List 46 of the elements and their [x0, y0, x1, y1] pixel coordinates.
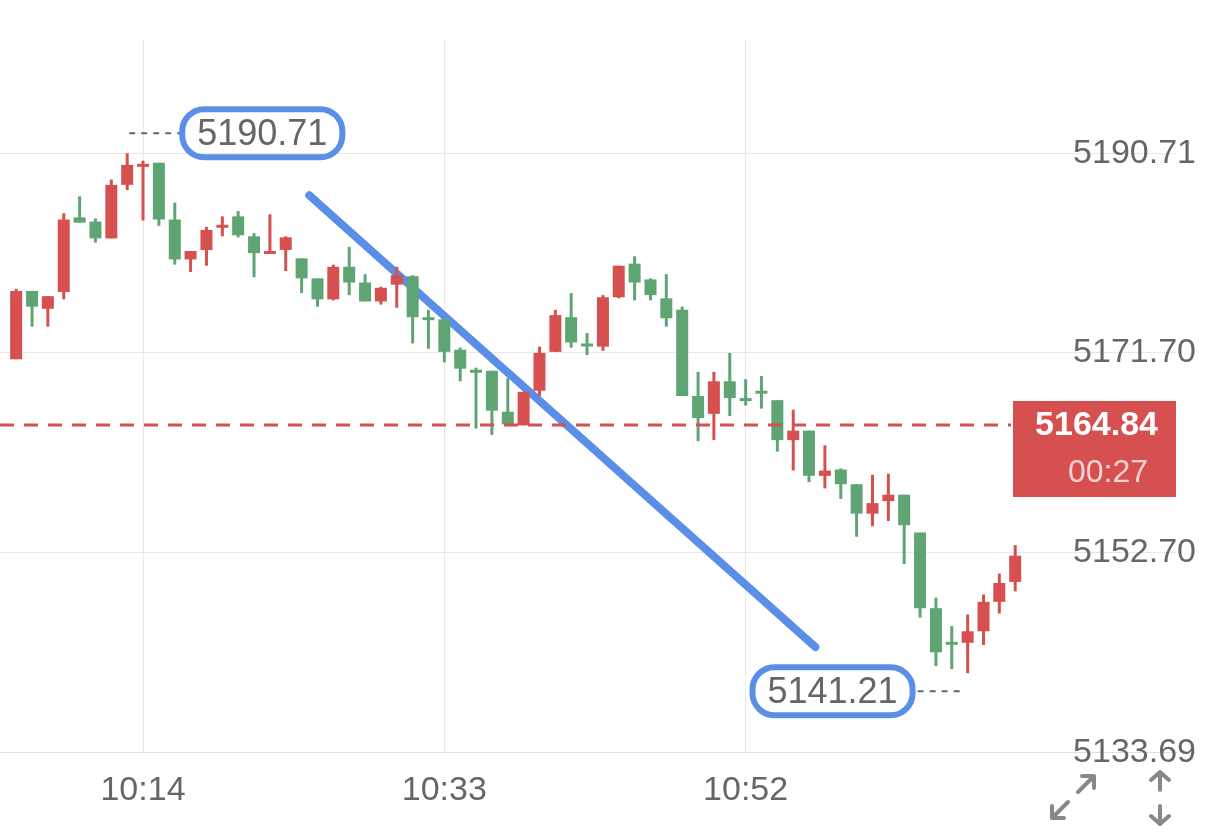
candlestick [692, 370, 705, 443]
candlestick [137, 160, 149, 221]
candlestick [470, 367, 483, 429]
candlestick [41, 296, 54, 327]
x-tick-label: 10:33 [401, 768, 487, 807]
candlestick [26, 289, 39, 327]
candlestick [581, 331, 594, 356]
candlestick [834, 468, 847, 499]
candlestick [390, 265, 403, 308]
y-tick-label: 5152.70 [1073, 530, 1196, 569]
y-tick-label: 5171.70 [1073, 331, 1196, 370]
candlestick [866, 473, 879, 528]
ref-line-label: 5164.84 [1035, 404, 1159, 443]
annotation: 00:27 [1067, 452, 1148, 489]
candlestick [660, 274, 673, 327]
candlestick [232, 211, 245, 238]
candlestick [248, 233, 261, 278]
y-tick-label: 5133.69 [1073, 730, 1196, 769]
candlestick [454, 347, 467, 382]
candlestick [359, 274, 372, 302]
candlestick [311, 278, 324, 307]
candlestick [73, 196, 86, 223]
candlestick [882, 473, 895, 521]
candlestick [200, 225, 213, 266]
candlestick [644, 278, 657, 301]
annotation: 5141.21 [767, 670, 898, 712]
candlestick [739, 379, 752, 406]
candlestick [184, 251, 197, 273]
candlestick [343, 245, 356, 297]
candlestick [628, 256, 641, 301]
candlestick [993, 573, 1006, 614]
candlestick [216, 216, 229, 237]
candlestick [279, 236, 292, 271]
candlestick [945, 626, 958, 671]
candlestick [295, 258, 308, 295]
candlestick [755, 376, 768, 409]
x-tick-label: 10:52 [703, 768, 789, 807]
candlestick [961, 614, 974, 675]
annotation: 5190.71 [197, 112, 328, 154]
candlestick [422, 308, 435, 349]
x-tick-label: 10:14 [100, 768, 186, 807]
candlestick [89, 218, 102, 243]
candlestick [121, 153, 134, 192]
candlestick [818, 445, 831, 489]
candlestick [723, 351, 736, 416]
y-tick-label: 5190.71 [1073, 131, 1196, 170]
